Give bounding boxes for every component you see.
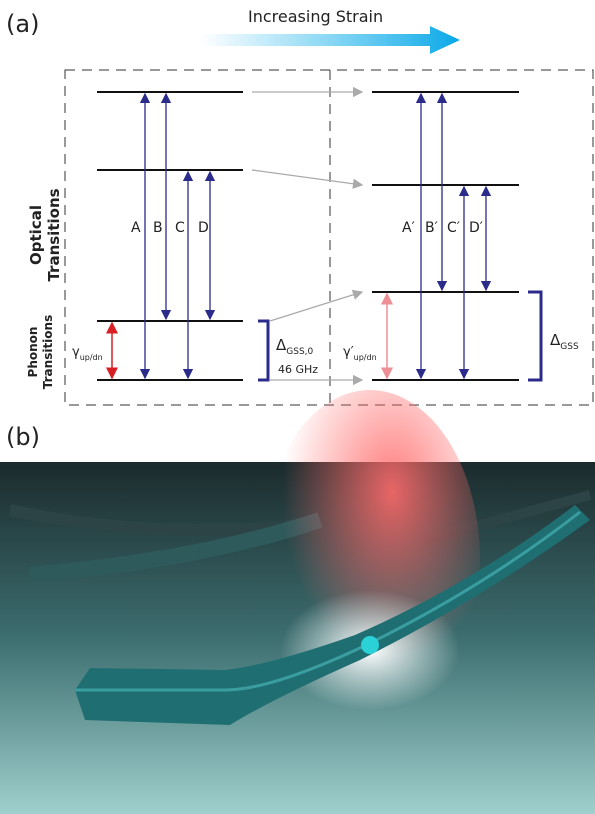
bracket (528, 292, 541, 380)
panel-label: (b) (6, 423, 40, 451)
gamma-label: γup/dn (72, 345, 103, 362)
transition-label: A (131, 220, 141, 236)
figure: (a) Increasing Strain A B C D A′ B′ C′ D… (0, 0, 595, 814)
subscript: up/dn (354, 353, 377, 362)
transition-arrows (112, 94, 486, 378)
strain-label: Increasing Strain (248, 7, 383, 26)
bracket (258, 321, 268, 380)
box (65, 70, 593, 405)
subscript: GSS (560, 342, 579, 352)
panel-label: (a) (6, 10, 39, 38)
axis-label: Optical (27, 205, 45, 265)
transition-label: C (175, 220, 185, 236)
axis-label: Transitions (45, 188, 63, 281)
strain-arrow (200, 26, 460, 54)
delta0-label: ΔGSS,0 (276, 336, 314, 357)
subscript: up/dn (80, 353, 103, 362)
delta0-value: 46 GHz (278, 363, 318, 376)
transition-label: C′ (447, 220, 460, 236)
gamma-prime-label: γ′up/dn (343, 345, 377, 362)
optical-label: Optical Transitions (27, 188, 63, 281)
axis-label: Transitions (41, 315, 55, 389)
render-image (0, 390, 595, 814)
axis-label: Phonon (26, 327, 40, 378)
transition-label: D′ (469, 220, 483, 236)
levels (97, 92, 519, 380)
transition-label: A′ (402, 220, 415, 236)
phonon-label: Phonon Transitions (26, 315, 55, 389)
transition-label: D (198, 220, 209, 236)
transition-label: B′ (425, 220, 438, 236)
subscript: GSS,0 (286, 347, 313, 357)
transition-labels: A B C D A′ B′ C′ D′ (131, 220, 483, 236)
symbol: γ′ (343, 345, 354, 360)
delta-label: ΔGSS (550, 331, 579, 352)
transition-label: B (153, 220, 163, 236)
